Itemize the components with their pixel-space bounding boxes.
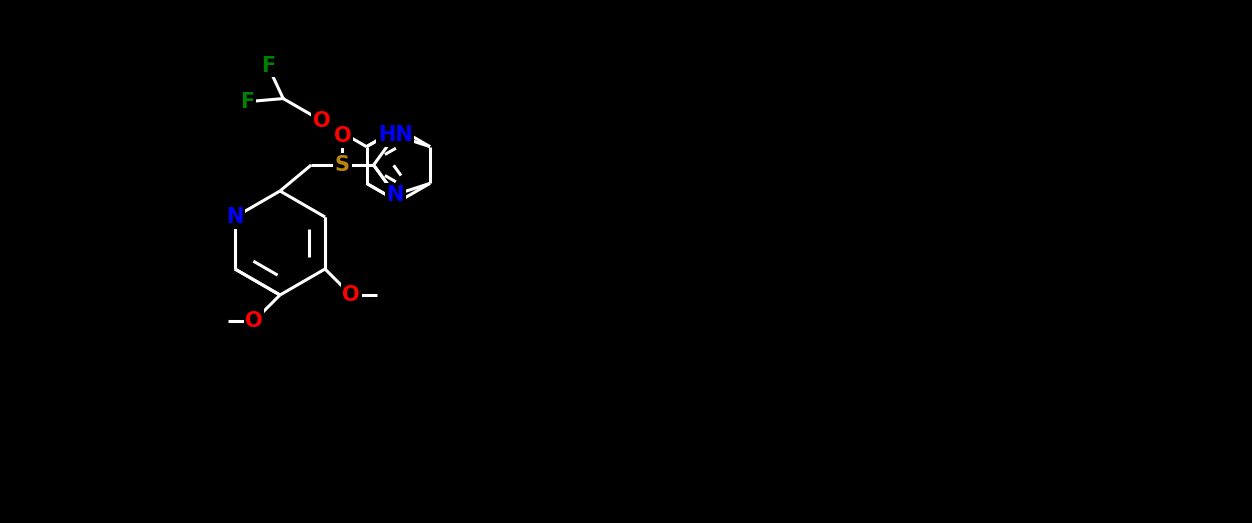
Text: N: N xyxy=(227,207,244,227)
Text: F: F xyxy=(240,92,254,112)
Text: O: O xyxy=(313,111,331,131)
Text: HN: HN xyxy=(378,126,412,145)
Text: N: N xyxy=(387,185,404,204)
Text: O: O xyxy=(342,285,359,305)
Text: S: S xyxy=(334,155,349,175)
Text: O: O xyxy=(333,127,352,146)
Text: F: F xyxy=(260,55,275,75)
Text: O: O xyxy=(245,311,263,331)
